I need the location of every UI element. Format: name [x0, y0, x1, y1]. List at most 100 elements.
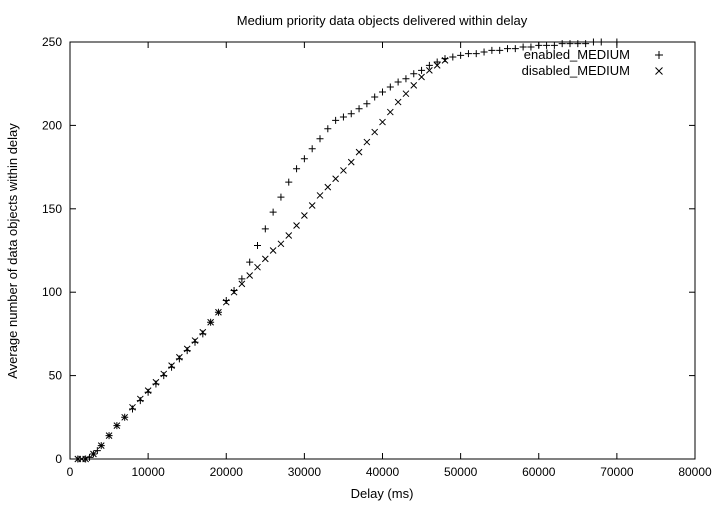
data-point [402, 75, 410, 83]
y-tick-label: 150 [42, 202, 62, 216]
data-point [215, 308, 222, 316]
data-point [402, 90, 410, 98]
data-point [191, 338, 199, 346]
data-point [418, 73, 425, 81]
series-enabled_MEDIUM [74, 38, 621, 463]
data-point [316, 192, 324, 199]
data-point [238, 275, 246, 283]
data-point [589, 38, 597, 46]
x-tick-label: 50000 [444, 465, 478, 479]
data-point [246, 258, 254, 266]
data-point [504, 45, 511, 53]
data-point [246, 272, 254, 279]
legend-marker [655, 67, 663, 75]
data-point [129, 403, 136, 411]
data-point [308, 202, 316, 209]
x-tick-label: 70000 [600, 465, 634, 479]
data-point [379, 118, 386, 126]
series-disabled_MEDIUM [74, 56, 449, 463]
x-axis-label: Delay (ms) [351, 486, 414, 501]
data-point [496, 46, 504, 54]
data-point [425, 61, 433, 69]
data-point [488, 46, 496, 54]
data-point [418, 66, 426, 74]
data-point [152, 380, 160, 388]
data-point [371, 93, 379, 101]
data-point [269, 247, 277, 254]
data-point [379, 88, 386, 96]
data-point [144, 388, 152, 396]
data-point [301, 212, 308, 219]
data-point [93, 447, 101, 455]
legend-label: enabled_MEDIUM [524, 47, 630, 62]
data-point [433, 58, 441, 66]
data-point [160, 372, 168, 380]
y-tick-label: 0 [55, 452, 62, 466]
data-point [222, 298, 230, 306]
legend-marker [655, 51, 663, 59]
x-tick-label: 80000 [678, 465, 712, 479]
data-point [238, 280, 246, 288]
data-point [332, 116, 340, 124]
data-point [269, 208, 277, 216]
data-point [566, 40, 574, 48]
data-point [293, 165, 301, 173]
data-point [535, 41, 543, 49]
data-point [152, 378, 160, 386]
data-point [332, 175, 339, 183]
data-point [129, 405, 136, 413]
chart-title: Medium priority data objects delivered w… [237, 13, 528, 28]
data-point [386, 108, 394, 116]
data-point [277, 193, 285, 201]
plot-frame [69, 41, 696, 460]
data-point [300, 155, 308, 163]
data-point [371, 128, 379, 136]
y-tick-label: 100 [42, 285, 62, 299]
data-point [144, 387, 152, 394]
data-point [441, 55, 449, 63]
data-point [261, 225, 269, 233]
data-point [582, 40, 590, 48]
data-point [527, 43, 535, 51]
y-tick-label: 250 [42, 35, 62, 49]
data-point [176, 353, 183, 361]
data-point [347, 158, 355, 166]
data-point [324, 183, 332, 191]
data-point [347, 110, 355, 118]
data-point [90, 450, 97, 458]
data-point [261, 255, 269, 263]
data-point [324, 125, 332, 133]
axes-group: 0 10000 20000 30000 40000 50000 60000 70000 8000… [42, 35, 712, 479]
data-point [230, 287, 238, 295]
data-point [136, 395, 144, 403]
x-tick-label: 60000 [522, 465, 556, 479]
data-point [316, 135, 324, 143]
data-point [410, 82, 418, 89]
data-point [285, 232, 293, 239]
data-point [121, 413, 129, 421]
data-point [254, 241, 261, 249]
data-point [558, 40, 566, 48]
data-point [97, 442, 105, 450]
data-point [230, 288, 238, 296]
x-tick-label: 0 [67, 465, 74, 479]
data-point [519, 43, 527, 51]
data-point [183, 347, 191, 355]
data-point [308, 145, 316, 153]
data-point [511, 45, 519, 53]
x-tick-label: 10000 [131, 465, 165, 479]
data-point [597, 38, 605, 46]
data-point [222, 297, 230, 305]
data-point [136, 397, 144, 405]
data-point [433, 61, 441, 69]
x-tick-label: 40000 [366, 465, 400, 479]
data-point [175, 355, 183, 363]
data-point [574, 40, 582, 48]
data-point [199, 330, 207, 338]
data-point [449, 53, 457, 61]
data-point [363, 100, 371, 108]
data-point [550, 41, 558, 49]
data-point [339, 113, 347, 121]
data-point [277, 240, 285, 248]
data-point [441, 56, 449, 64]
